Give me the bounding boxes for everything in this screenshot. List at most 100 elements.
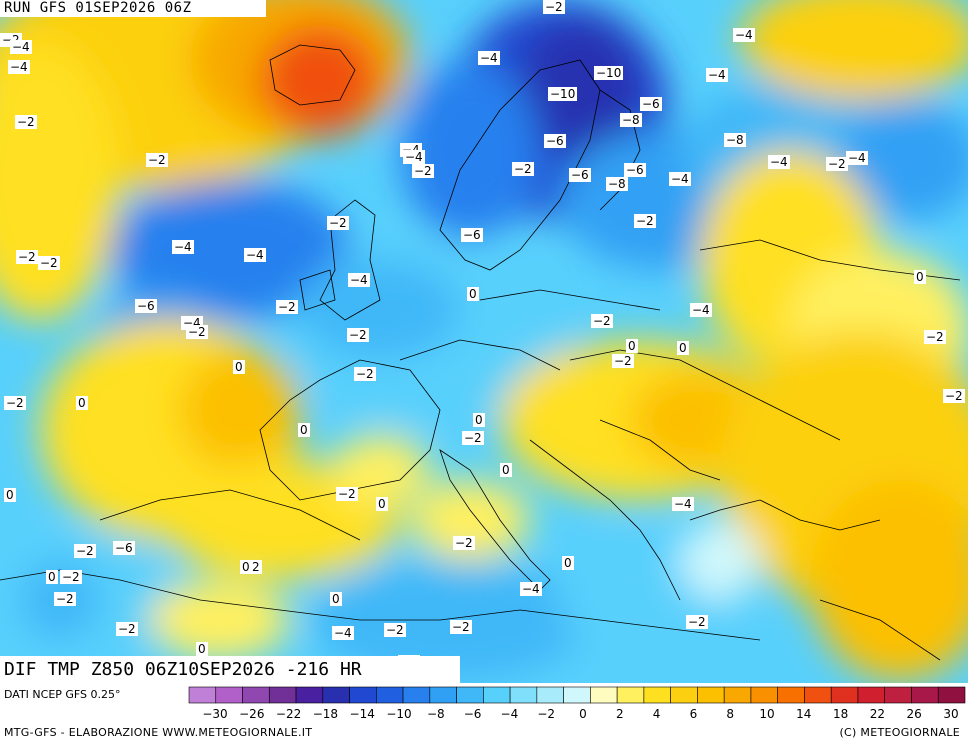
colorbar-tick-label: −18	[313, 707, 338, 721]
footer-copyright: (C) METEOGIORNALE	[839, 726, 960, 739]
colorbar-swatch	[857, 686, 886, 704]
map-value-label: −4	[733, 28, 755, 42]
map-value-label: −2	[74, 544, 96, 558]
map-value-label: −2	[354, 367, 376, 381]
map-value-label: −2	[450, 620, 472, 634]
map-value-label: −6	[569, 168, 591, 182]
map-value-label: −2	[336, 487, 358, 501]
colorbar-swatch	[268, 686, 297, 704]
map-value-label: 0	[626, 339, 638, 353]
colorbar-tick-label: 26	[907, 707, 922, 721]
colorbar-tick-label: −8	[427, 707, 445, 721]
map-value-label: −2	[347, 328, 369, 342]
map-value-label: −8	[724, 133, 746, 147]
map-value-label: −4	[672, 497, 694, 511]
field-label: DIF TMP Z850 06Z10SEP2026 -216 HR	[0, 656, 460, 683]
colorbar-swatch	[509, 686, 538, 704]
colorbar-swatch	[215, 686, 243, 704]
map-value-label: −8	[606, 177, 628, 191]
colorbar-tick-label: 14	[796, 707, 811, 721]
colorbar-swatch	[295, 686, 324, 704]
map-value-label: 0	[76, 396, 88, 410]
map-value-label: −6	[544, 134, 566, 148]
colorbar-tick-label: 0	[579, 707, 587, 721]
colorbar-swatch	[349, 686, 377, 704]
map-value-label: −2	[60, 570, 82, 584]
colorbar-tick-label: −30	[202, 707, 227, 721]
colorbar-tick-label: −6	[464, 707, 482, 721]
map-value-label: −6	[640, 97, 662, 111]
map-value-label: −4	[706, 68, 728, 82]
map-value-label: −2	[54, 592, 76, 606]
map-value-label: 0	[562, 556, 574, 570]
colorbar-tick-label: 18	[833, 707, 848, 721]
map-value-label: −4	[846, 151, 868, 165]
map-value-label: 0	[196, 642, 208, 656]
map-value-label: −2	[512, 162, 534, 176]
colorbar-tick-label: 30	[943, 707, 958, 721]
map-value-label: 0	[330, 592, 342, 606]
map-value-label: −8	[620, 113, 642, 127]
colorbar-swatch	[456, 686, 484, 704]
map-value-label: −2	[276, 300, 298, 314]
colorbar-swatch	[911, 686, 939, 704]
map-value-label: −2	[543, 0, 565, 14]
map-value-label: 0	[677, 341, 689, 355]
map-value-label: −4	[172, 240, 194, 254]
colorbar-swatch	[643, 686, 671, 704]
map-value-label: −4	[669, 172, 691, 186]
map-value-label: −4	[768, 155, 790, 169]
colorbar-swatch	[242, 686, 270, 704]
map-value-label: −2	[16, 250, 38, 264]
colorbar-tick-label: 6	[690, 707, 698, 721]
map-value-label: −2	[412, 164, 434, 178]
map-value-label: −4	[478, 51, 500, 65]
colorbar-swatch	[188, 686, 217, 704]
colorbar-tick-label: 8	[726, 707, 734, 721]
map-value-label: −4	[8, 60, 30, 74]
map-value-label: −2	[15, 115, 37, 129]
colorbar-swatch	[563, 686, 591, 704]
colorbar-tick-label: −2	[537, 707, 555, 721]
colorbar-swatch	[750, 686, 778, 704]
colorbar-swatch	[590, 686, 618, 704]
colorbar-tick-label: −22	[276, 707, 301, 721]
colorbar-swatch	[616, 686, 645, 704]
colorbar-tick-label: −14	[350, 707, 375, 721]
map-value-label: −6	[461, 228, 483, 242]
map-value-label: 0	[376, 497, 388, 511]
coastlines	[0, 44, 961, 661]
colorbar-tick-label: 10	[759, 707, 774, 721]
colorbar-swatch	[830, 686, 859, 704]
map-value-label: −2	[634, 214, 656, 228]
map-value-label: −2	[186, 325, 208, 339]
colorbar-swatch	[697, 686, 725, 704]
source-label: DATI NCEP GFS 0.25°	[4, 688, 121, 701]
map-value-label: 0	[298, 423, 310, 437]
colorbar-tick-label: −10	[386, 707, 411, 721]
map-value-label: 0	[914, 270, 926, 284]
map-value-label: −2	[327, 216, 349, 230]
temperature-anomaly-map	[0, 0, 968, 683]
map-value-label: −4	[690, 303, 712, 317]
colorbar-swatch	[884, 686, 912, 704]
map-value-label: −2	[4, 396, 26, 410]
map-value-label: 0	[46, 570, 58, 584]
map-value-label: −2	[686, 615, 708, 629]
colorbar-tick-label: −4	[501, 707, 519, 721]
map-value-label: −10	[548, 87, 578, 101]
map-value-label: −2	[943, 389, 965, 403]
map-value-label: −2	[591, 314, 613, 328]
colorbar-swatch	[670, 686, 698, 704]
map-value-label: −2	[612, 354, 634, 368]
map-value-label: 0	[467, 287, 479, 301]
map-value-label: −2	[462, 431, 484, 445]
map-value-label: −6	[135, 299, 157, 313]
footer-credit: MTG-GFS - ELABORAZIONE WWW.METEOGIORNALE…	[4, 726, 313, 739]
map-value-label: −4	[520, 582, 542, 596]
map-value-label: −10	[594, 66, 624, 80]
colorbar-swatch	[402, 686, 431, 704]
colorbar-swatch	[483, 686, 511, 704]
map-value-label: 0	[500, 463, 512, 477]
colorbar-swatch	[804, 686, 832, 704]
